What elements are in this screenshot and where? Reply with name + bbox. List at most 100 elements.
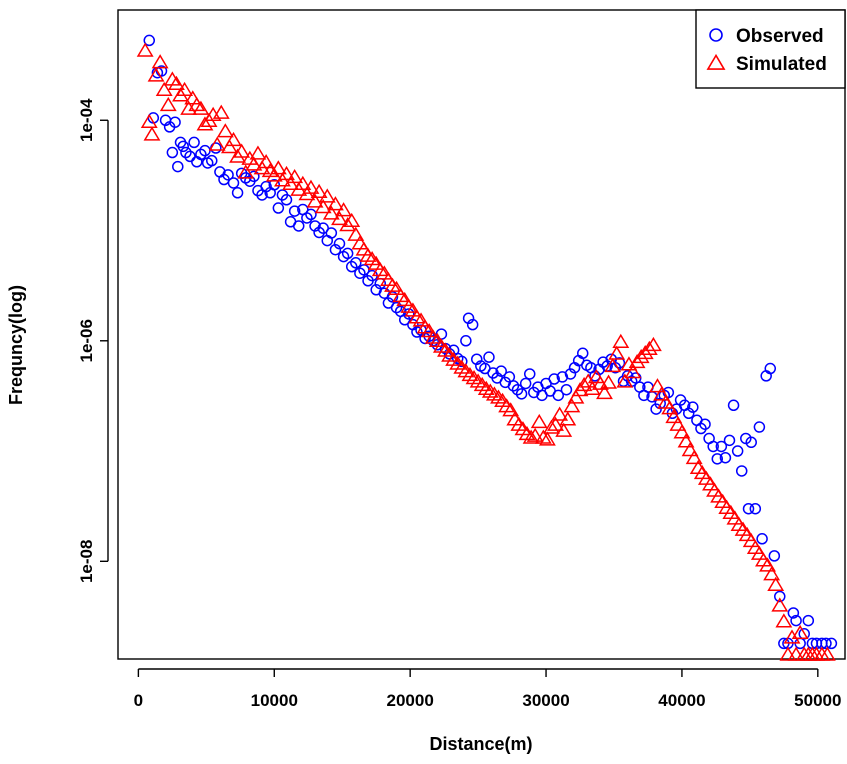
data-point-simulated [306,193,324,208]
data-point-observed [403,308,415,320]
data-point-observed [711,453,724,465]
data-point-simulated [579,373,597,388]
data-point-simulated [384,277,401,292]
data-point-simulated [522,429,540,444]
x-axis: 0 10000 20000 30000 40000 50000 [134,668,841,710]
data-point-observed [292,220,305,232]
data-point-simulated [318,188,336,203]
data-point-simulated [563,398,581,413]
data-point-simulated [636,344,654,360]
data-point-simulated [632,348,650,364]
x-tick-label: 50000 [794,691,841,710]
data-point-simulated [555,422,573,437]
data-point-observed [749,502,762,515]
data-point-simulated [396,291,414,307]
data-point-simulated [612,333,630,348]
data-point-simulated [685,449,703,465]
data-point-observed [177,140,189,153]
data-point-simulated [359,247,377,262]
data-point-simulated [257,153,275,169]
data-point-simulated [151,54,169,69]
data-point-simulated [339,216,357,232]
data-point-observed [774,590,786,603]
data-point-observed [523,368,536,380]
data-point-observed [398,314,411,326]
data-point-simulated [371,261,389,277]
data-point-observed [305,208,317,221]
data-point-observed [768,550,781,562]
data-point-observed [272,202,285,214]
data-point-simulated [282,175,300,191]
data-point-observed [329,243,342,256]
data-point-observed [515,388,528,400]
data-point-observed [825,637,838,650]
data-point-simulated [180,100,198,115]
legend: Observed Simulated [695,9,846,89]
data-point-observed [188,136,200,149]
data-point-simulated [143,126,161,141]
data-point-simulated [779,646,797,661]
data-point-simulated [469,373,487,388]
data-point-simulated [136,42,154,57]
data-point-simulated [775,613,793,628]
data-point-observed [662,386,675,399]
data-point-simulated [763,566,781,581]
data-point-observed [742,502,755,515]
y-tick-label: 1e-06 [77,319,96,362]
data-point-simulated [575,376,593,392]
data-point-simulated [604,357,622,373]
data-point-simulated [665,408,683,424]
data-point-observed [820,637,832,650]
data-point-observed [466,318,479,331]
data-point-observed [787,607,800,619]
data-point-simulated [412,312,430,327]
data-point-observed [745,436,757,449]
data-point-simulated [302,179,320,194]
x-tick-label: 30000 [522,691,569,710]
data-point-observed [548,373,560,385]
data-point-simulated [208,136,226,151]
data-point-simulated [771,597,789,612]
data-point-simulated [787,646,805,661]
data-point-simulated [408,309,426,324]
data-point-simulated [669,416,687,431]
data-point-observed [231,187,244,199]
data-point-simulated [596,384,613,400]
x-tick-label: 0 [134,691,143,710]
data-markers [136,34,838,661]
data-point-simulated [159,96,177,112]
y-axis: 1e-04 1e-06 1e-08 [77,98,109,583]
data-point-simulated [294,175,312,191]
data-point-observed [519,377,532,390]
data-point-simulated [677,433,695,448]
data-point-simulated [534,429,552,444]
data-point-observed [727,399,740,412]
data-point-observed [687,401,699,413]
data-point-simulated [326,196,344,211]
data-point-simulated [286,168,304,184]
legend-marker-simulated [706,53,726,70]
data-point-simulated [518,425,536,441]
legend-label-observed: Observed [736,26,824,47]
data-point-simulated [351,235,369,250]
data-point-observed [172,160,184,173]
data-point-simulated [624,364,642,379]
data-point-observed [341,247,354,260]
legend-label-simulated: Simulated [736,54,827,75]
data-point-simulated [750,545,768,560]
data-point-observed [321,234,334,247]
data-point-observed [288,205,301,217]
data-point-simulated [673,424,691,439]
data-point-simulated [269,160,287,175]
data-point-simulated [331,210,348,226]
data-point-simulated [229,148,247,163]
plot-frame [117,9,846,660]
data-point-observed [731,445,744,457]
data-point-observed [325,227,338,239]
data-point-simulated [322,205,340,220]
legend-box [695,9,846,89]
data-point-simulated [742,532,760,548]
data-point-observed [682,407,695,420]
data-point-simulated [616,373,634,388]
data-point-simulated [167,75,185,90]
